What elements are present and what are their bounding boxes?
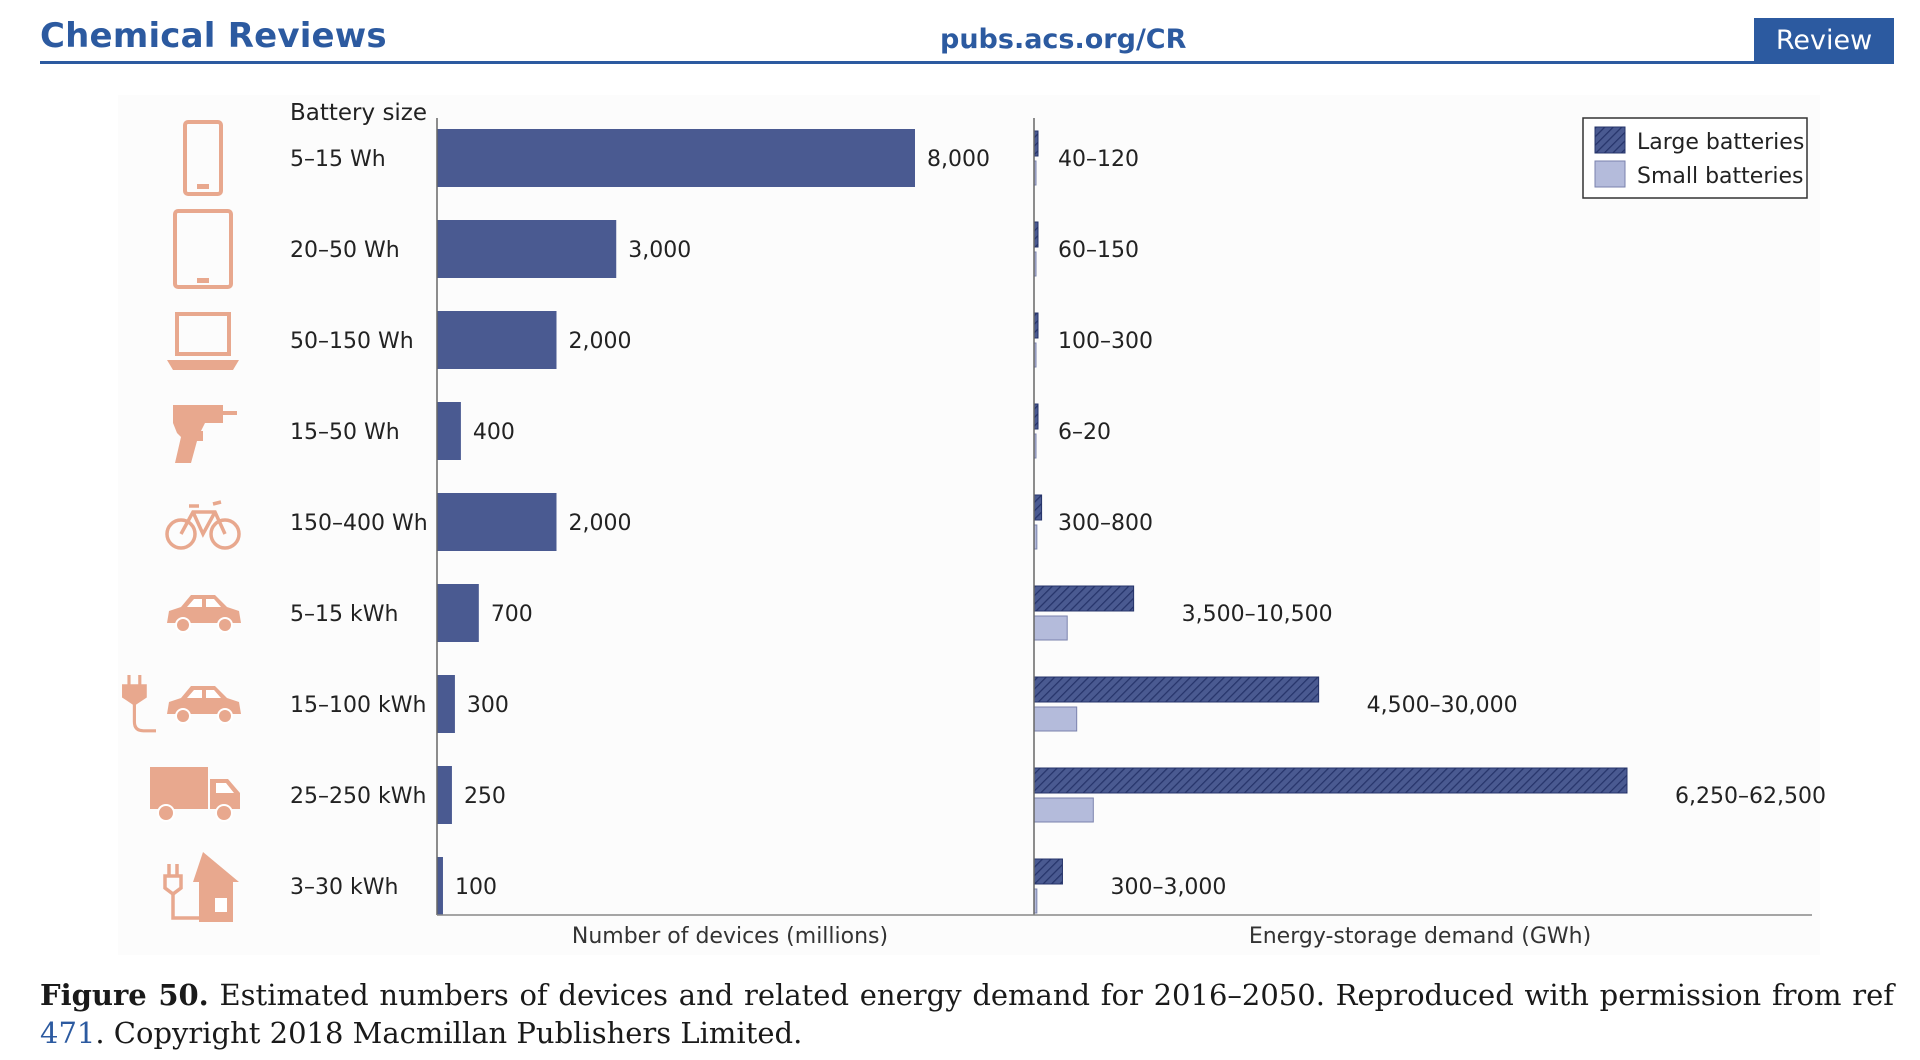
- demand-value-label: 6–20: [1058, 420, 1111, 445]
- article-type-badge: Review: [1754, 18, 1894, 62]
- legend-swatch-small: [1594, 160, 1626, 188]
- legend: Large batteries Small batteries: [1582, 117, 1808, 199]
- power-drill-icon: [173, 405, 237, 463]
- bicycle-icon: [165, 500, 241, 550]
- demand-axis-label: Energy-storage demand (GWh): [1249, 924, 1591, 949]
- tablet-icon: [175, 211, 231, 287]
- devices-value-label: 8,000: [927, 147, 990, 172]
- caption-ref-link[interactable]: 471: [40, 1016, 96, 1050]
- demand-bar-large: [1033, 676, 1320, 703]
- demand-bar-large: [1033, 585, 1135, 612]
- journal-title[interactable]: Chemical Reviews: [40, 16, 387, 56]
- demand-value-label: 3,500–10,500: [1182, 602, 1333, 627]
- battery-size-label: 15–50 Wh: [290, 420, 400, 445]
- demand-bar-large: [1033, 858, 1063, 885]
- battery-size-label: 150–400 Wh: [290, 511, 428, 536]
- devices-value-label: 100: [455, 875, 497, 900]
- battery-size-label: 25–250 kWh: [290, 784, 426, 809]
- caption-copyright: . Copyright 2018 Macmillan Publishers Li…: [95, 1016, 803, 1050]
- devices-bar: [437, 220, 617, 278]
- demand-bar-small: [1033, 797, 1094, 823]
- caption-text: Estimated numbers of devices and related…: [208, 978, 1895, 1012]
- demand-value-label: 100–300: [1058, 329, 1153, 354]
- demand-value-label: 300–3,000: [1110, 875, 1226, 900]
- demand-value-label: 40–120: [1058, 147, 1139, 172]
- battery-size-label: 5–15 Wh: [290, 147, 386, 172]
- demand-value-label: 60–150: [1058, 238, 1139, 263]
- chart-rows: 5–15 Wh 8,000 40–120 20–50 Wh 3,000 60–150 50–…: [122, 122, 1826, 924]
- devices-value-label: 2,000: [569, 329, 632, 354]
- devices-value-label: 250: [464, 784, 506, 809]
- legend-swatch-large: [1594, 126, 1626, 154]
- devices-value-label: 700: [491, 602, 533, 627]
- devices-bar: [437, 675, 455, 733]
- journal-url[interactable]: pubs.acs.org/CR: [940, 24, 1187, 55]
- battery-size-label: 5–15 kWh: [290, 602, 398, 627]
- figure-caption: Figure 50. Estimated numbers of devices …: [40, 976, 1894, 1052]
- demand-bar-large: [1033, 767, 1628, 794]
- devices-bar: [437, 493, 557, 551]
- devices-bar: [437, 129, 915, 187]
- demand-value-label: 300–800: [1058, 511, 1153, 536]
- devices-value-label: 2,000: [569, 511, 632, 536]
- devices-value-label: 3,000: [628, 238, 691, 263]
- demand-value-label: 4,500–30,000: [1367, 693, 1518, 718]
- page-header: Chemical Reviews pubs.acs.org/CR Review: [40, 0, 1894, 64]
- battery-size-label: 15–100 kWh: [290, 693, 426, 718]
- demand-bar-large: [1033, 494, 1043, 521]
- battery-size-label: 50–150 Wh: [290, 329, 414, 354]
- battery-size-header: Battery size: [290, 100, 427, 126]
- laptop-icon: [167, 314, 239, 370]
- plug-icon: [122, 673, 156, 733]
- truck-icon: [150, 767, 240, 822]
- electric-car-icon: [167, 686, 241, 724]
- caption-figure-number: Figure 50.: [40, 978, 209, 1012]
- devices-value-label: 400: [473, 420, 515, 445]
- demand-bar-small: [1033, 706, 1078, 732]
- battery-size-label: 20–50 Wh: [290, 238, 400, 263]
- devices-bar: [437, 402, 461, 460]
- smartphone-icon: [185, 122, 221, 194]
- devices-bar: [437, 766, 452, 824]
- devices-bar: [437, 857, 443, 915]
- devices-axis-label: Number of devices (millions): [572, 924, 888, 949]
- figure-chart: Battery size 5–15 Wh 8,000 40–120 20–50 Wh 3…: [122, 100, 1826, 949]
- header-rule: [40, 61, 1894, 64]
- figure-background: [118, 95, 1820, 955]
- devices-bar: [437, 311, 557, 369]
- demand-bar-small: [1033, 615, 1068, 641]
- legend-label-small: Small batteries: [1637, 164, 1803, 189]
- home-storage-icon: [163, 850, 241, 924]
- demand-value-label: 6,250–62,500: [1675, 784, 1826, 809]
- legend-label-large: Large batteries: [1637, 130, 1804, 155]
- devices-bar: [437, 584, 479, 642]
- hybrid-car-icon: [167, 595, 241, 633]
- battery-size-label: 3–30 kWh: [290, 875, 398, 900]
- devices-value-label: 300: [467, 693, 509, 718]
